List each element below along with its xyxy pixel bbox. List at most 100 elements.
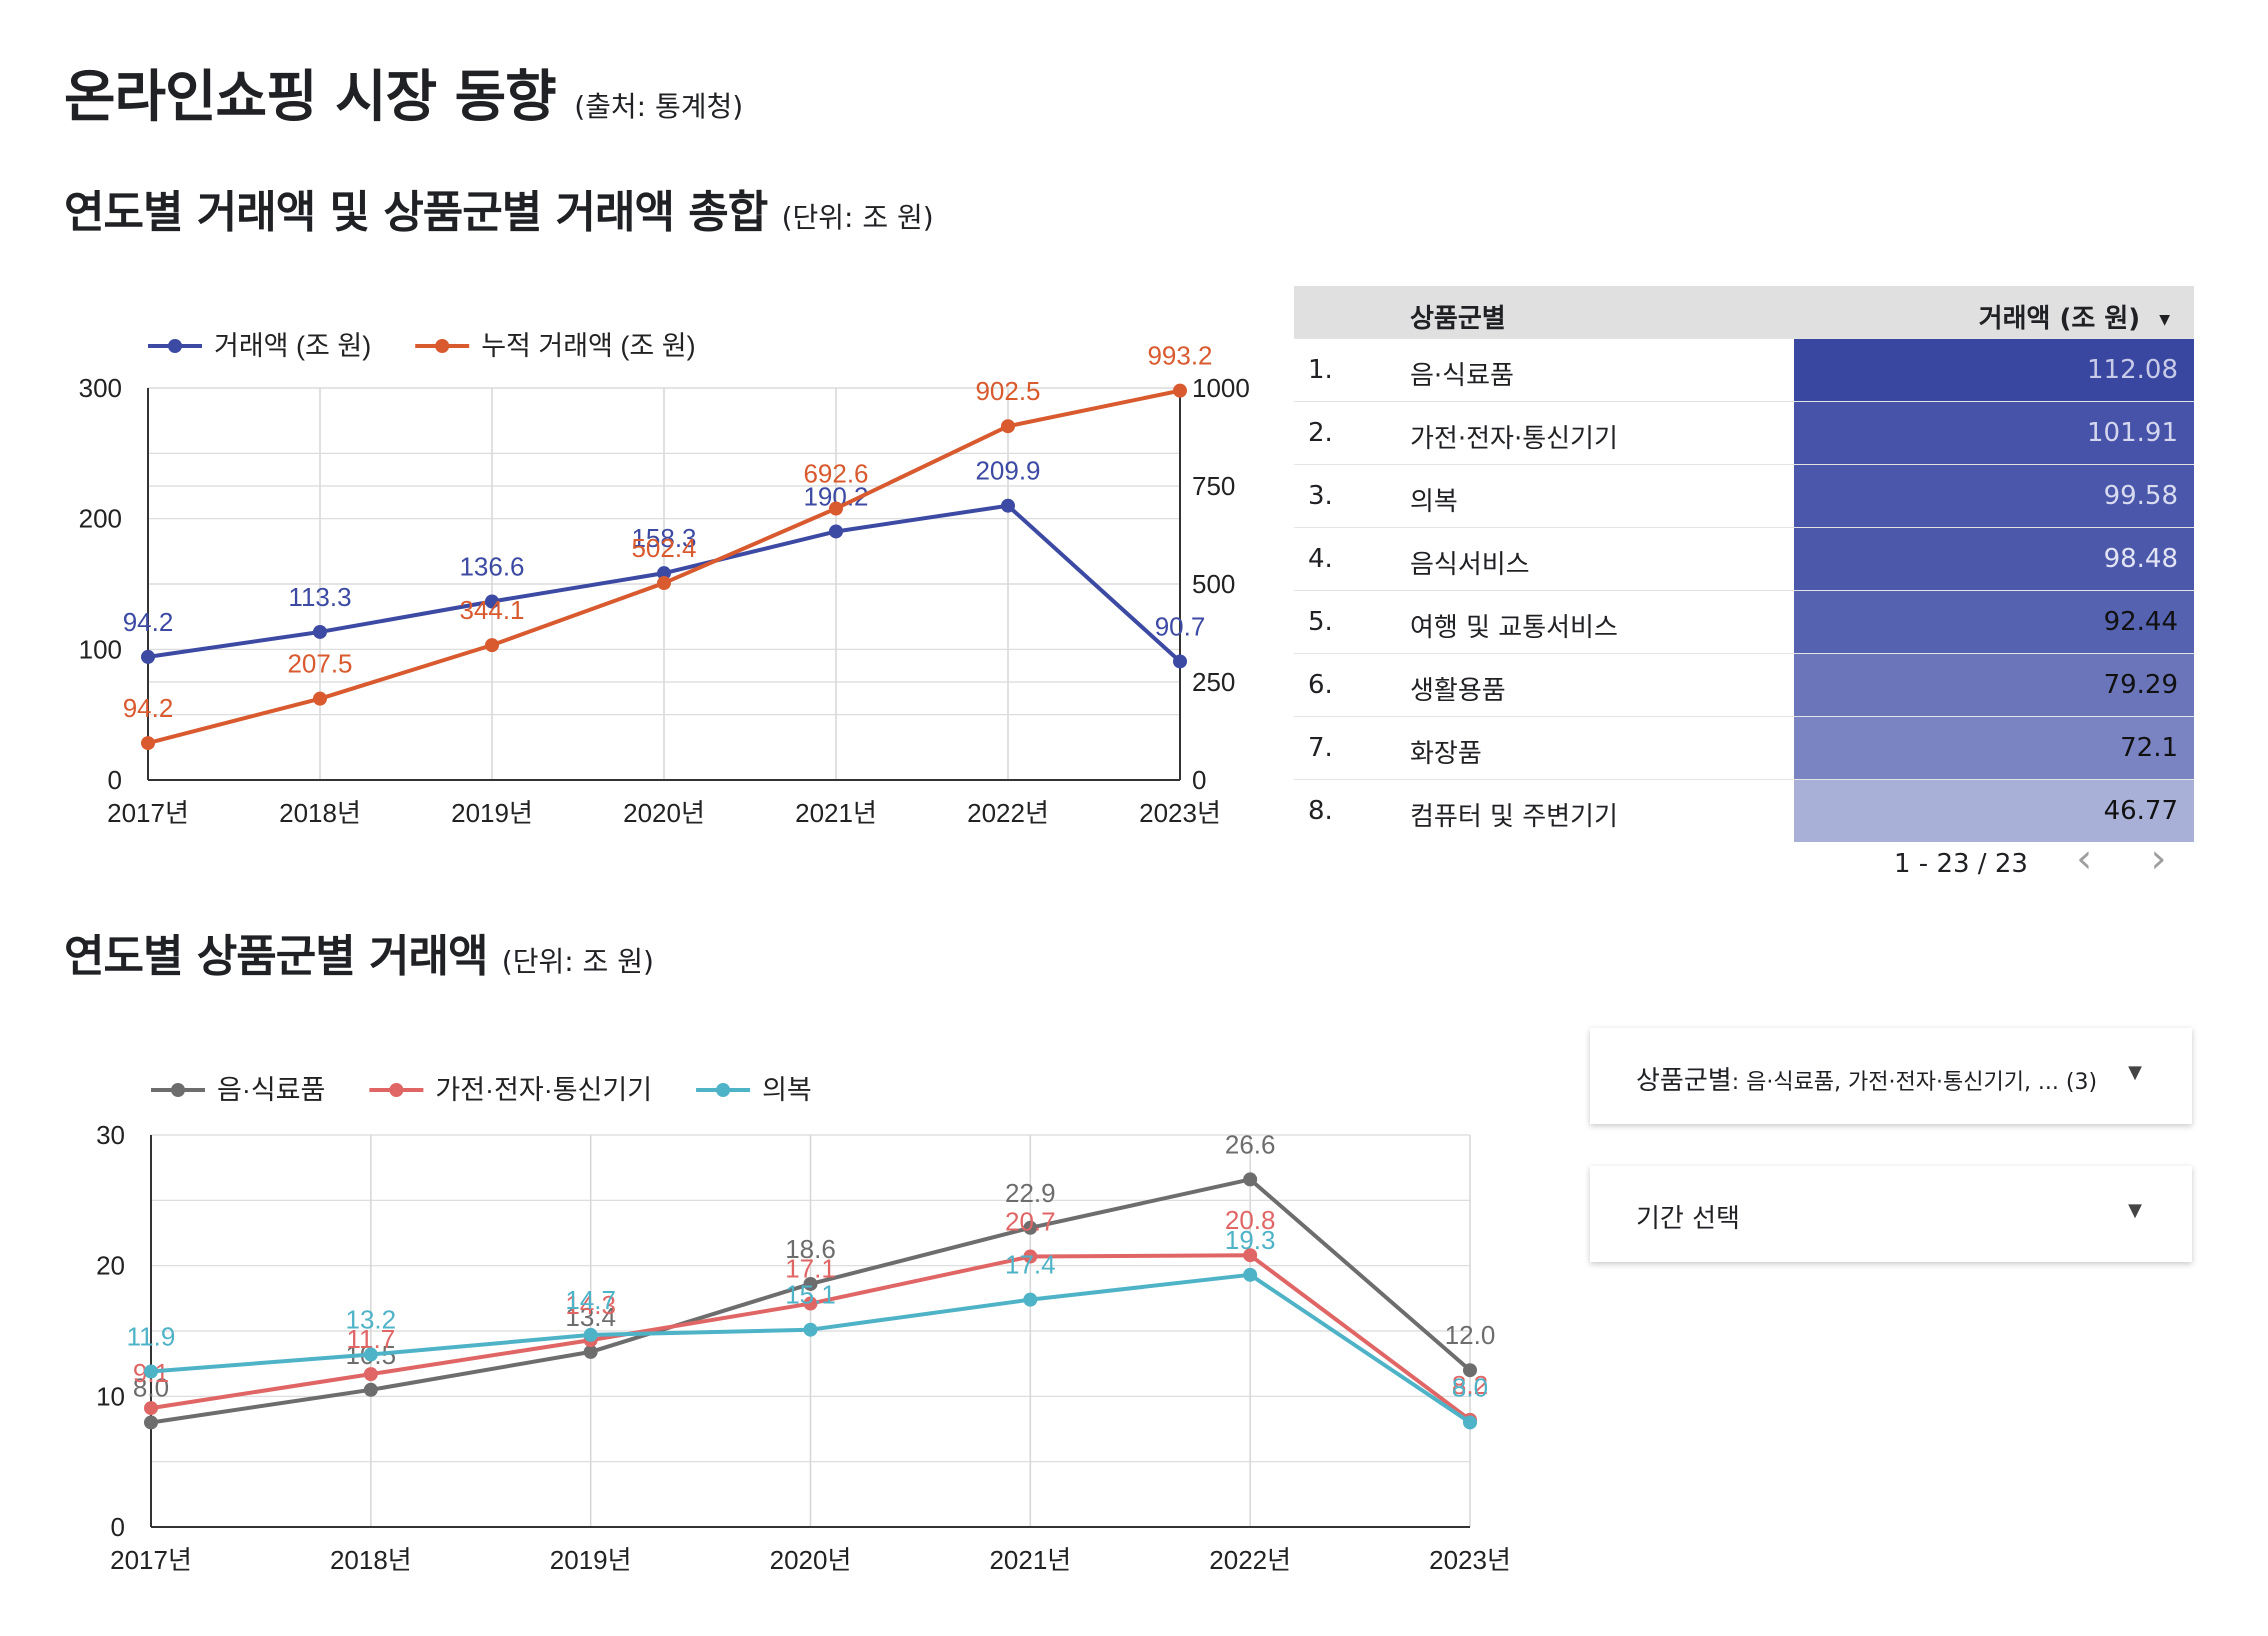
- y-tick-label: 30: [96, 1120, 125, 1150]
- category-filter-label-wrap: 상품군별: 음·식료품, 가전·전자·통신기기, ... (3): [1636, 1060, 2097, 1097]
- data-point: [1463, 1415, 1477, 1430]
- category-filter-value: : 음·식료품, 가전·전자·통신기기, ... (3): [1731, 1070, 2098, 1095]
- data-point: [1001, 419, 1015, 434]
- data-point: [829, 501, 843, 516]
- data-point: [313, 691, 327, 706]
- data-label: 14.7: [565, 1285, 616, 1315]
- table-row[interactable]: 8. 컴퓨터 및 주변기기 46.77: [1294, 779, 2194, 842]
- y2-tick-label: 500: [1192, 569, 1235, 599]
- x-tick-label: 2017년: [107, 798, 189, 828]
- x-tick-label: 2023년: [1139, 798, 1221, 828]
- data-label: 12.0: [1445, 1320, 1496, 1350]
- row-index: 7.: [1308, 733, 1333, 763]
- x-tick-label: 2020년: [770, 1545, 852, 1575]
- section1-note: (단위: 조 원): [781, 201, 934, 234]
- data-label: 17.4: [1005, 1250, 1056, 1280]
- data-label: 18.6: [785, 1234, 836, 1264]
- page-title: 온라인쇼핑 시장 동향 (출처: 통계청): [64, 52, 743, 133]
- data-point: [1023, 1220, 1038, 1235]
- table-row[interactable]: 2. 가전·전자·통신기기 101.91: [1294, 401, 2194, 464]
- data-label: 207.5: [287, 649, 352, 679]
- row-index: 3.: [1308, 481, 1333, 511]
- row-value: 98.48: [2103, 544, 2178, 574]
- data-point: [657, 576, 671, 591]
- y2-tick-label: 0: [1192, 765, 1206, 795]
- prev-page-icon[interactable]: ‹: [2076, 836, 2093, 882]
- legend-label: 음·식료품: [217, 1075, 325, 1105]
- row-index: 1.: [1308, 355, 1333, 385]
- row-value: 92.44: [2103, 607, 2178, 637]
- data-point: [1173, 383, 1187, 398]
- data-point: [1001, 498, 1015, 513]
- data-point: [363, 1382, 378, 1397]
- x-tick-label: 2021년: [989, 1545, 1071, 1575]
- y2-tick-label: 1000: [1192, 373, 1250, 403]
- data-label: 344.1: [459, 595, 524, 625]
- legend-label: 가전·전자·통신기기: [435, 1075, 652, 1105]
- x-tick-label: 2019년: [550, 1545, 632, 1575]
- data-point: [583, 1344, 598, 1359]
- row-index: 2.: [1308, 418, 1333, 448]
- x-tick-label: 2018년: [279, 798, 361, 828]
- row-value: 72.1: [2120, 733, 2178, 763]
- data-point: [1023, 1249, 1038, 1264]
- legend-swatch-dot: [171, 1083, 185, 1097]
- data-point: [1023, 1292, 1038, 1307]
- row-value-cell: 101.91: [1794, 402, 2194, 464]
- y-tick-label: 0: [108, 765, 122, 795]
- data-label: 13.2: [346, 1305, 397, 1335]
- row-index: 8.: [1308, 796, 1333, 826]
- data-label: 8.2: [1452, 1370, 1488, 1400]
- x-tick-label: 2022년: [967, 798, 1049, 828]
- table-row[interactable]: 1. 음·식료품 112.08: [1294, 338, 2194, 401]
- data-point: [803, 1322, 818, 1337]
- table-row[interactable]: 6. 생활용품 79.29: [1294, 653, 2194, 716]
- row-value-cell: 92.44: [1794, 591, 2194, 653]
- row-value: 99.58: [2103, 481, 2178, 511]
- data-label: 90.7: [1155, 611, 1206, 641]
- data-point: [144, 1401, 158, 1416]
- next-page-icon[interactable]: ›: [2150, 836, 2167, 882]
- data-point: [141, 736, 155, 751]
- column-header-category[interactable]: 상품군별: [1410, 304, 1506, 334]
- data-label: 15.1: [785, 1280, 836, 1310]
- category-transaction-chart: 0 10 20 30 2017년 2018년 2019년 2020년 2021년 2022년 202…: [96, 1075, 1511, 1575]
- legend-swatch-dot: [435, 339, 450, 353]
- x-tick-label: 2019년: [451, 798, 533, 828]
- data-point: [141, 649, 155, 664]
- column-header-value[interactable]: 거래액 (조 원) ▼: [1979, 298, 2170, 335]
- row-category: 의복: [1410, 487, 1458, 517]
- period-select-dropdown[interactable]: 기간 선택 ▼: [1590, 1166, 2192, 1262]
- data-label: 11.9: [127, 1322, 176, 1352]
- data-point: [829, 524, 843, 539]
- page-title-text: 온라인쇼핑 시장 동향: [64, 65, 557, 130]
- table-row[interactable]: 5. 여행 및 교통서비스 92.44: [1294, 590, 2194, 653]
- table-row[interactable]: 7. 화장품 72.1: [1294, 716, 2194, 779]
- data-label: 94.2: [123, 693, 174, 723]
- legend-label: 의복: [762, 1075, 812, 1105]
- section2-note: (단위: 조 원): [501, 945, 654, 978]
- table-row[interactable]: 4. 음식서비스 98.48: [1294, 527, 2194, 590]
- pagination-range: 1 - 23 / 23: [1894, 849, 2028, 879]
- y2-tick-label: 250: [1192, 667, 1235, 697]
- chevron-down-icon: ▼: [2128, 1062, 2142, 1083]
- sort-desc-icon: ▼: [2159, 312, 2170, 328]
- data-label: 692.6: [803, 459, 868, 489]
- data-label: 20.7: [1005, 1207, 1056, 1237]
- legend-label: 누적 거래액 (조 원): [481, 331, 695, 361]
- data-label: 94.2: [123, 607, 174, 637]
- row-category: 가전·전자·통신기기: [1410, 424, 1618, 454]
- row-value-cell: 46.77: [1794, 780, 2194, 842]
- x-tick-label: 2018년: [330, 1545, 412, 1575]
- data-label: 14.3: [565, 1290, 616, 1320]
- page-title-note: (출처: 통계청): [574, 90, 744, 123]
- data-point: [363, 1347, 378, 1362]
- category-filter-dropdown[interactable]: 상품군별: 음·식료품, 가전·전자·통신기기, ... (3) ▼: [1590, 1028, 2192, 1124]
- data-point: [1463, 1363, 1477, 1378]
- x-tick-label: 2017년: [110, 1545, 192, 1575]
- y-tick-label: 20: [96, 1251, 125, 1281]
- table-row[interactable]: 3. 의복 99.58: [1294, 464, 2194, 527]
- data-label: 113.3: [288, 582, 351, 612]
- row-category: 컴퓨터 및 주변기기: [1410, 802, 1618, 832]
- row-value-cell: 72.1: [1794, 717, 2194, 779]
